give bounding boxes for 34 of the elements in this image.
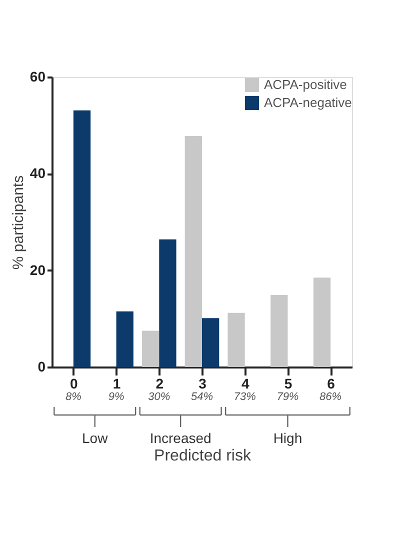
y-tick-label: 20 — [30, 262, 46, 278]
bar — [184, 136, 202, 367]
x-tick-label: 5 — [284, 376, 292, 392]
x-tick-label: 2 — [156, 376, 164, 392]
x-axis-title: Predicted risk — [154, 448, 252, 464]
y-tick-label: 40 — [30, 165, 46, 182]
y-tick-label: 60 — [30, 68, 46, 84]
text: 9% — [108, 391, 124, 403]
text: 8% — [65, 391, 82, 403]
text: Increased — [150, 430, 212, 446]
bar — [159, 239, 176, 367]
x-tick-label: 1 — [112, 376, 121, 392]
bar — [228, 312, 245, 367]
text: 73% — [234, 391, 256, 403]
bar — [116, 311, 134, 367]
text: High — [273, 430, 302, 446]
x-tick-label: 0 — [70, 376, 78, 392]
y-axis-title: % participants — [10, 175, 27, 270]
legend-label: ACPA-positive — [264, 77, 347, 92]
bar — [142, 330, 160, 367]
text: 54% — [190, 391, 214, 403]
x-tick-label: 6 — [327, 376, 336, 392]
bar — [73, 110, 91, 367]
bar — [313, 278, 331, 367]
text: Low — [82, 430, 109, 446]
text: 86% — [320, 391, 342, 403]
text: 30% — [148, 391, 170, 403]
legend-label: ACPA-negative — [264, 95, 352, 110]
y-tick-label: 0 — [38, 358, 46, 374]
bar — [270, 294, 288, 367]
x-tick-label: 3 — [198, 376, 207, 392]
bar — [202, 318, 220, 367]
text: 79% — [276, 391, 299, 403]
x-tick-label: 4 — [241, 376, 250, 392]
